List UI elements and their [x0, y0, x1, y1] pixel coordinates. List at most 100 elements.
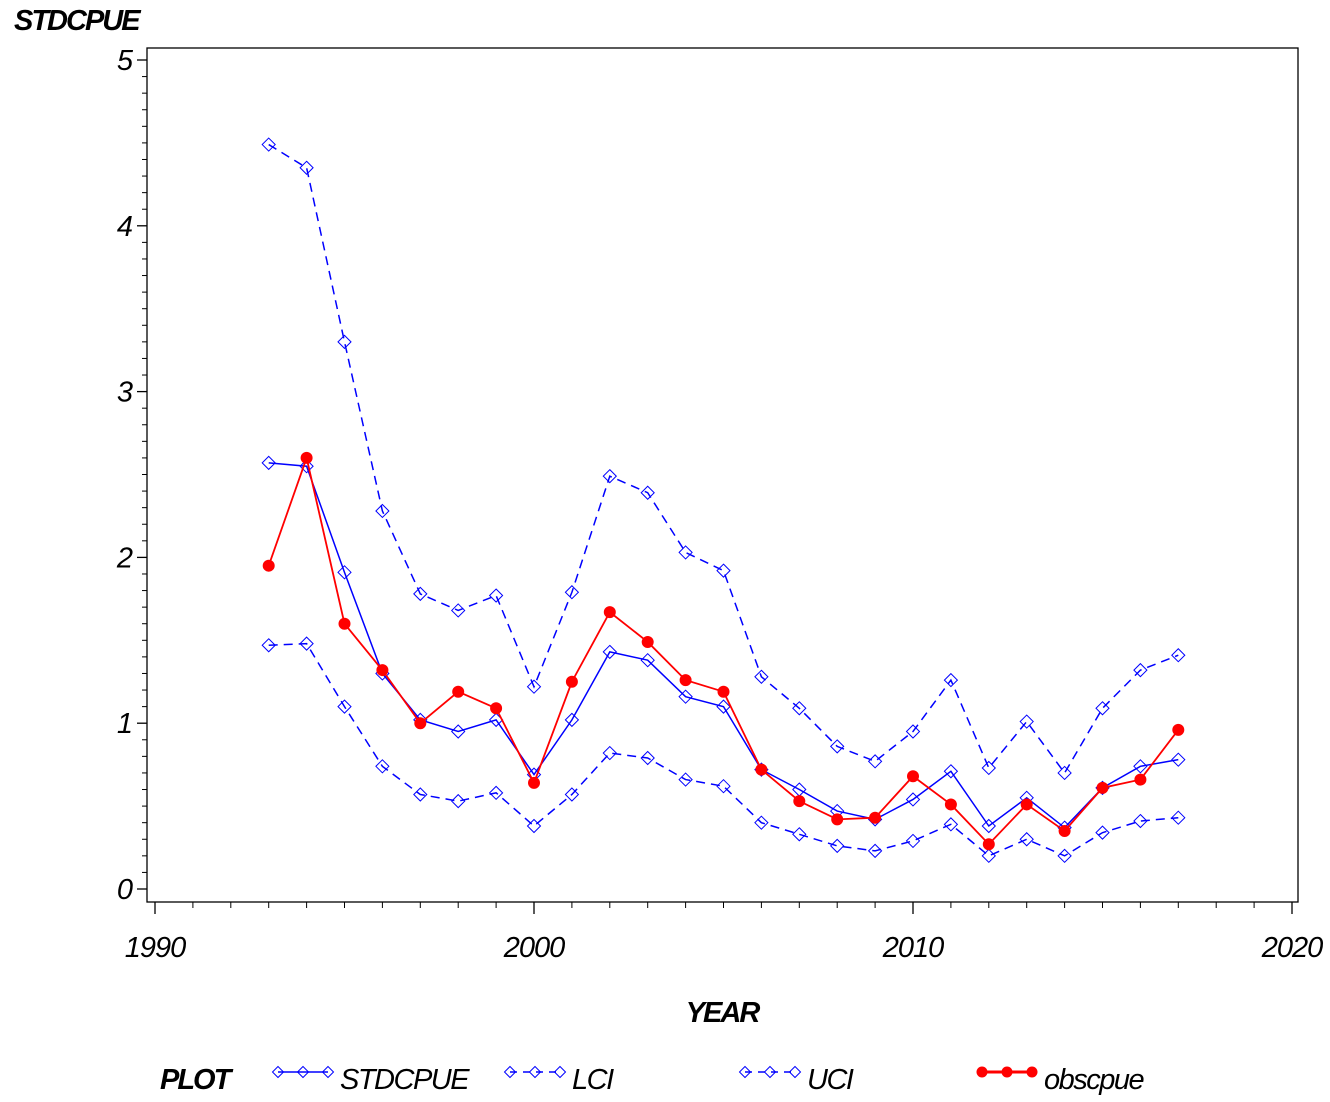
y-tick-label: 5 [117, 45, 134, 77]
data-point-lci [754, 815, 769, 830]
data-point-uci [450, 603, 466, 618]
data-point-obscpue [528, 776, 540, 789]
y-tick-label: 3 [117, 377, 133, 409]
data-point-lci [299, 636, 314, 651]
data-point-obscpue [490, 702, 503, 715]
legend-swatch-marker [528, 1065, 542, 1079]
data-point-lci [564, 787, 580, 802]
data-point-stdcpue [261, 455, 276, 471]
data-point-obscpue [831, 813, 844, 826]
series-line-uci [268, 143, 1179, 775]
data-point-obscpue [717, 685, 730, 698]
legend-swatch-marker [976, 1066, 988, 1078]
legend-item-uci: UCI [738, 1064, 855, 1096]
series-lci [261, 636, 1186, 864]
x-tick-label: 2020 [1261, 932, 1323, 964]
data-point-obscpue [603, 606, 616, 619]
data-point-uci [1057, 765, 1072, 781]
data-point-uci [413, 586, 428, 602]
y-tick-label: 0 [117, 874, 133, 906]
data-point-uci [1019, 714, 1034, 729]
legend-label: STDCPUE [340, 1064, 470, 1096]
data-point-uci [488, 588, 504, 603]
data-point-obscpue [907, 770, 919, 783]
data-point-obscpue [452, 685, 465, 698]
data-point-uci [261, 137, 276, 152]
data-point-uci [375, 503, 390, 519]
data-point-lci [261, 638, 276, 653]
plot-frame [146, 47, 1299, 903]
data-point-obscpue [755, 763, 768, 776]
data-point-stdcpue [905, 792, 921, 807]
data-point-lci [1057, 848, 1072, 864]
x-axis-label: YEAR [686, 997, 761, 1029]
data-point-lci [413, 787, 428, 802]
data-point-lci [1095, 825, 1110, 840]
x-tick-label: 1990 [125, 932, 186, 964]
data-point-uci [602, 468, 618, 484]
data-point-obscpue [641, 635, 654, 648]
x-tick-label: 2000 [503, 932, 565, 964]
series-line-lci [268, 642, 1179, 857]
data-point-uci [867, 754, 883, 769]
data-point-stdcpue [1171, 752, 1186, 767]
legend-swatch-marker [763, 1065, 777, 1079]
y-tick-label: 2 [116, 542, 133, 574]
legend-swatch-marker [1001, 1066, 1013, 1078]
data-point-obscpue [300, 451, 313, 464]
data-point-lci [640, 750, 655, 766]
data-point-lci [337, 699, 352, 714]
legend-item-stdcpue: STDCPUE [271, 1064, 472, 1096]
data-point-stdcpue [716, 699, 731, 714]
data-point-obscpue [982, 838, 995, 851]
data-point-obscpue [414, 717, 427, 730]
data-point-stdcpue [678, 689, 693, 704]
data-point-lci [716, 778, 731, 794]
data-point-lci [678, 772, 693, 787]
data-point-uci [981, 760, 997, 776]
x-tick-label: 2010 [882, 932, 944, 964]
data-point-lci [867, 843, 883, 859]
data-point-uci [1095, 701, 1110, 716]
data-point-uci [564, 585, 580, 600]
data-point-lci [488, 785, 504, 801]
data-point-obscpue [1172, 723, 1185, 736]
y-tick-label: 4 [117, 211, 133, 243]
legend-swatch-marker [738, 1065, 752, 1079]
legend-swatch-marker [788, 1065, 802, 1079]
legend-swatch-marker [503, 1065, 517, 1079]
data-point-stdcpue [450, 724, 466, 739]
data-point-lci [829, 838, 845, 854]
legend-title: PLOT [160, 1064, 234, 1096]
data-point-stdcpue [337, 565, 352, 580]
data-point-uci [905, 724, 921, 739]
legend-label: UCI [807, 1064, 854, 1096]
data-point-lci [602, 745, 618, 761]
legend-item-lci: LCI [503, 1064, 616, 1096]
legend-swatch-marker [1026, 1066, 1038, 1078]
data-point-obscpue [1058, 824, 1071, 837]
data-point-uci [299, 160, 314, 175]
data-point-obscpue [944, 798, 957, 811]
series-line-stdcpue [268, 462, 1179, 829]
data-point-obscpue [262, 559, 275, 572]
data-point-stdcpue [943, 764, 959, 779]
data-point-obscpue [869, 811, 882, 824]
data-point-uci [1171, 648, 1186, 663]
data-point-lci [526, 818, 542, 834]
data-point-obscpue [1020, 798, 1033, 811]
y-tick-label: 1 [117, 708, 133, 740]
y-axis-label: STDCPUE [14, 5, 142, 37]
data-point-obscpue [338, 617, 351, 630]
data-point-lci [1171, 810, 1186, 825]
data-point-uci [526, 679, 542, 694]
data-point-uci [678, 545, 693, 560]
data-point-uci [792, 701, 807, 716]
legend-swatch-marker [296, 1065, 310, 1079]
legend-label: LCI [572, 1064, 614, 1096]
data-point-obscpue [793, 795, 806, 808]
series-obscpue [262, 451, 1185, 851]
data-point-lci [450, 793, 466, 809]
